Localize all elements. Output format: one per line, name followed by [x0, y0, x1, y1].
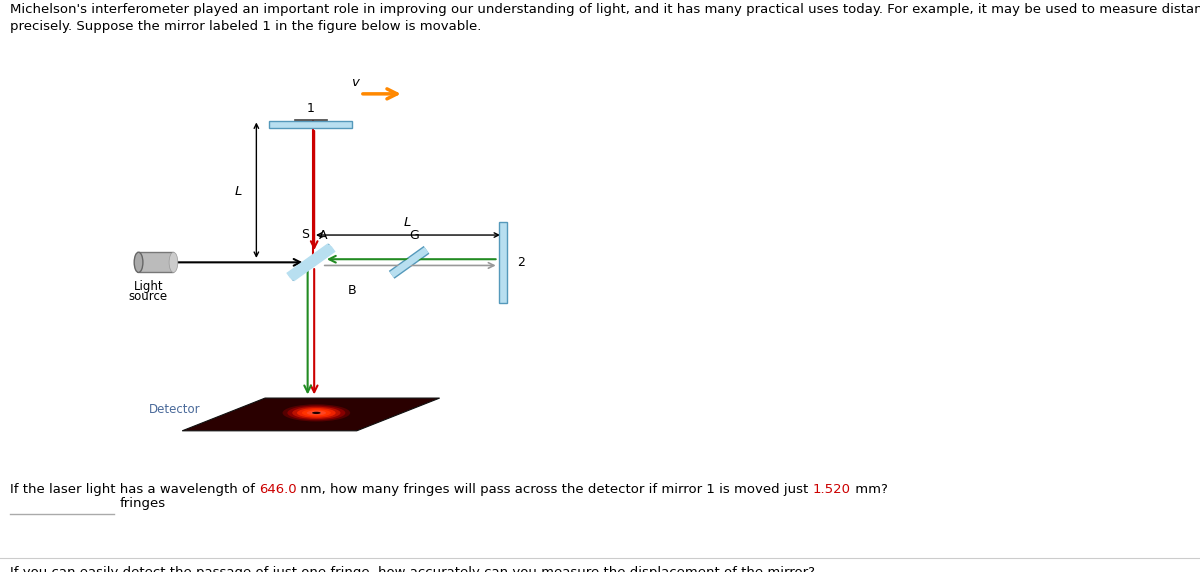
Ellipse shape — [312, 412, 322, 414]
Text: A: A — [318, 229, 328, 242]
Ellipse shape — [298, 408, 336, 418]
Text: Detector: Detector — [149, 403, 200, 416]
Text: precisely. Suppose the mirror labeled 1 in the figure below is movable.: precisely. Suppose the mirror labeled 1 … — [10, 20, 481, 33]
Text: nm, how many fringes will pass across the detector if mirror 1 is moved just: nm, how many fringes will pass across th… — [296, 483, 812, 496]
Ellipse shape — [307, 411, 326, 415]
Text: Light: Light — [133, 280, 163, 292]
Ellipse shape — [134, 252, 143, 272]
Ellipse shape — [312, 412, 320, 414]
Text: mm?: mm? — [851, 483, 888, 496]
Text: L: L — [403, 216, 410, 229]
Ellipse shape — [302, 409, 331, 416]
Text: L: L — [235, 185, 242, 198]
Text: fringes: fringes — [120, 497, 166, 510]
Text: 1.520: 1.520 — [812, 483, 851, 496]
Bar — [138, 252, 174, 272]
Bar — [498, 222, 508, 303]
Text: 646.0: 646.0 — [259, 483, 296, 496]
Text: If you can easily detect the passage of just one fringe, how accurately can you : If you can easily detect the passage of … — [10, 566, 815, 572]
Text: B: B — [348, 284, 356, 297]
Ellipse shape — [169, 252, 178, 272]
Text: source: source — [128, 291, 168, 303]
Text: G: G — [409, 229, 420, 242]
Text: S: S — [301, 228, 310, 240]
Ellipse shape — [293, 407, 341, 419]
Text: 1: 1 — [307, 102, 314, 115]
Polygon shape — [182, 398, 439, 431]
Text: Michelson's interferometer played an important role in improving our understandi: Michelson's interferometer played an imp… — [10, 3, 1200, 16]
Text: 2: 2 — [517, 256, 524, 269]
Bar — [270, 121, 353, 128]
Text: If the laser light has a wavelength of: If the laser light has a wavelength of — [10, 483, 259, 496]
Text: v: v — [352, 76, 359, 89]
Ellipse shape — [282, 404, 350, 422]
Ellipse shape — [287, 406, 346, 420]
